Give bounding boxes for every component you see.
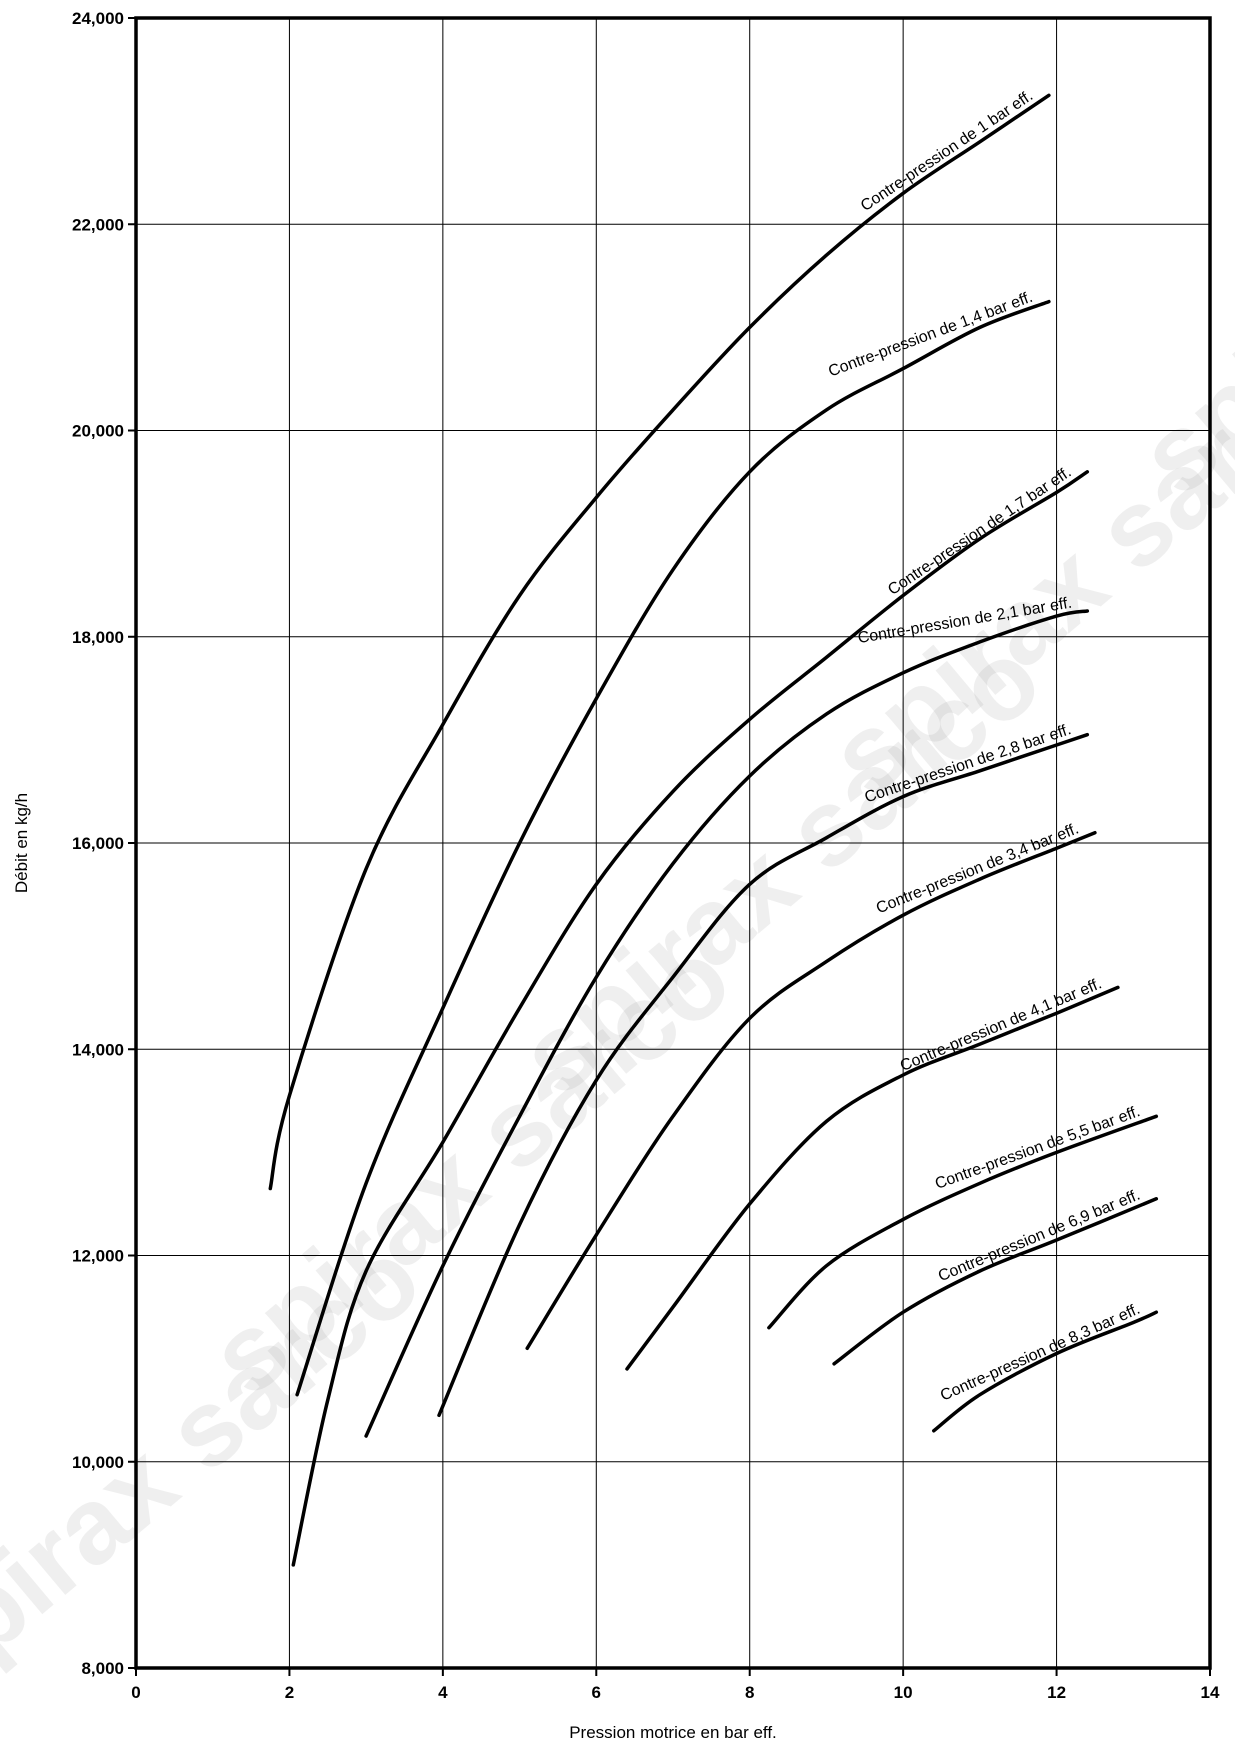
series-line	[832, 1197, 1159, 1366]
x-tick-label: 8	[745, 1683, 754, 1702]
x-tick-label: 4	[438, 1683, 448, 1702]
y-tick-label: 18,000	[72, 628, 124, 647]
y-tick-label: 8,000	[81, 1659, 124, 1678]
curves-layer	[268, 93, 1159, 1567]
y-tick-label: 24,000	[72, 9, 124, 28]
x-tick-label: 10	[894, 1683, 913, 1702]
series-label: Contre-pression de 4,1 bar eff.	[898, 975, 1104, 1075]
y-axis-label: Débit en kg/h	[12, 793, 31, 893]
series-line	[437, 732, 1090, 1418]
series-line	[767, 1114, 1159, 1330]
ticks-layer: 0 2 4 6 8 10 12 14 8,000 10,000 12,000 14,000 16,000…	[72, 9, 1220, 1702]
y-tick-label: 16,000	[72, 834, 124, 853]
series-label: Contre-pression de 5,5 bar eff.	[933, 1103, 1143, 1193]
y-tick-label: 22,000	[72, 215, 124, 234]
series-line	[625, 985, 1120, 1371]
series-line	[364, 609, 1090, 1438]
series-line	[525, 830, 1097, 1351]
series-line	[268, 93, 1051, 1191]
x-tick-label: 12	[1047, 1683, 1066, 1702]
y-tick-label: 14,000	[72, 1040, 124, 1059]
series-label: Contre-pression de 8,3 bar eff.	[938, 1301, 1143, 1405]
series-label: Contre-pression de 1 bar eff.	[858, 87, 1036, 215]
x-axis-label: Pression motrice en bar eff.	[569, 1723, 777, 1742]
y-tick-label: 12,000	[72, 1247, 124, 1266]
x-tick-label: 2	[285, 1683, 294, 1702]
x-tick-label: 14	[1201, 1683, 1220, 1702]
x-tick-label: 0	[131, 1683, 140, 1702]
series-line	[932, 1310, 1159, 1433]
series-label: Contre-pression de 6,9 bar eff.	[936, 1187, 1143, 1286]
y-tick-label: 10,000	[72, 1453, 124, 1472]
series-line	[295, 299, 1051, 1397]
grid-layer	[136, 18, 1210, 1668]
series-label: Contre-pression de 1,4 bar eff.	[826, 289, 1035, 381]
watermark-text: spirax sarco	[1117, 16, 1235, 518]
x-tick-label: 6	[592, 1683, 601, 1702]
series-line	[291, 470, 1090, 1567]
y-tick-label: 20,000	[72, 422, 124, 441]
